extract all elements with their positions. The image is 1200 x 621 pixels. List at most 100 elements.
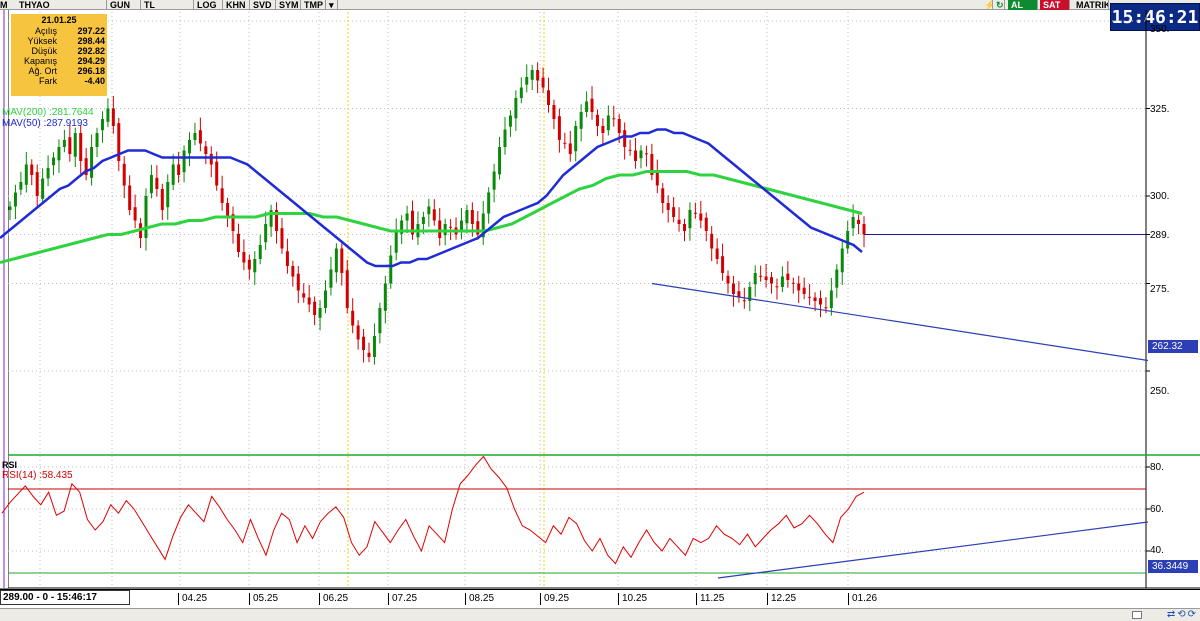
- candle-body: [857, 219, 861, 224]
- candle-body: [367, 352, 371, 357]
- candle-body: [797, 283, 801, 291]
- refresh-icon[interactable]: ↻: [993, 0, 1005, 10]
- candle-body: [726, 275, 730, 284]
- scroll-button[interactable]: [1132, 611, 1142, 619]
- candle-body: [378, 308, 382, 334]
- candle-body: [421, 217, 425, 224]
- candle-body: [634, 150, 638, 161]
- candle-body: [595, 114, 599, 126]
- price-tick-350: 350.: [1150, 24, 1170, 35]
- candle-body: [79, 133, 83, 161]
- date-tick: 12.25: [767, 593, 796, 605]
- info-value: 294.29: [77, 56, 105, 66]
- info-value: 296.18: [77, 66, 105, 76]
- ma50-legend: MAV(50) :287.9193: [2, 118, 88, 129]
- extra-button[interactable]: MATRIKS: [1073, 0, 1109, 10]
- date-tick: 05.25: [249, 593, 278, 605]
- svd-button[interactable]: SVD: [250, 0, 276, 10]
- candle-body: [258, 245, 262, 259]
- candle-body: [818, 298, 822, 305]
- period-button[interactable]: GUN: [107, 0, 141, 10]
- candle-body: [160, 189, 164, 210]
- candle-body: [791, 282, 795, 284]
- candle-body: [68, 137, 72, 154]
- candle-body: [666, 203, 670, 210]
- currency-button[interactable]: TL: [141, 0, 194, 10]
- ma50-line: [0, 128, 863, 268]
- candle-body: [846, 231, 850, 249]
- candle-body: [862, 224, 866, 235]
- candle-body: [264, 224, 268, 243]
- candle-body: [519, 87, 523, 98]
- candle-body: [557, 116, 561, 140]
- candle-body: [699, 213, 703, 221]
- candle-body: [100, 119, 104, 131]
- candle-body: [672, 207, 676, 217]
- candle-body: [204, 146, 208, 154]
- candle-body: [275, 210, 279, 231]
- candle-body: [296, 273, 300, 291]
- log-button[interactable]: LOG: [194, 0, 223, 10]
- bolt-icon[interactable]: ⚡: [981, 0, 993, 10]
- candle-body: [650, 154, 654, 175]
- candle-body: [226, 203, 230, 217]
- chevron-down-icon[interactable]: ▾: [326, 0, 338, 10]
- candle-body: [644, 153, 648, 155]
- candle-body: [285, 251, 289, 266]
- candle-body: [742, 300, 746, 302]
- rsi-pane-title: RSI: [2, 460, 18, 470]
- candle-body: [601, 126, 605, 133]
- candle-body: [220, 188, 224, 203]
- candle-body: [95, 133, 99, 147]
- candle-body: [280, 228, 284, 249]
- candle-body: [552, 105, 556, 119]
- symbol-field[interactable]: THYAO: [16, 0, 107, 10]
- candle-body: [253, 259, 257, 273]
- info-row: Düşük 292.82: [13, 46, 105, 56]
- candle-body: [307, 297, 311, 305]
- buy-button[interactable]: AL: [1008, 0, 1038, 10]
- tmp-button[interactable]: TMP: [301, 0, 326, 10]
- sym-button[interactable]: SYM: [276, 0, 301, 10]
- candle-body: [465, 210, 469, 224]
- candle-body: [291, 266, 295, 277]
- candle-body: [737, 291, 741, 298]
- candle-body: [318, 308, 322, 318]
- candle-body: [835, 269, 839, 288]
- top-toolbar: M THYAO GUN TL LOG KHN SVD SYM TMP ▾ ⚡ ↻…: [0, 0, 1200, 10]
- candle-body: [171, 164, 175, 185]
- candle-body: [144, 196, 148, 238]
- sell-button[interactable]: SAT: [1040, 0, 1070, 10]
- candle-body: [52, 157, 56, 166]
- candle-body: [568, 143, 572, 154]
- khn-button[interactable]: KHN: [223, 0, 250, 10]
- candle-body: [547, 90, 551, 105]
- candle-body: [323, 290, 327, 308]
- candle-body: [57, 147, 61, 161]
- candle-body: [149, 175, 153, 194]
- candle-body: [541, 77, 545, 88]
- candle-body: [470, 210, 474, 224]
- candle-body: [481, 213, 485, 238]
- app-logo[interactable]: M: [0, 0, 8, 10]
- candle-body: [617, 119, 621, 133]
- candle-body: [84, 158, 88, 175]
- candle-body: [639, 150, 643, 159]
- candle-body: [525, 77, 529, 85]
- candle-body: [182, 150, 186, 173]
- clock: 15:46:21: [1110, 3, 1200, 31]
- candle-body: [362, 336, 366, 350]
- candle-body: [530, 70, 534, 80]
- candle-body: [770, 277, 774, 284]
- candle-body: [476, 221, 480, 235]
- candle-body: [400, 220, 404, 234]
- nav-arrows-icon[interactable]: ⇄⟲⟳: [1166, 609, 1198, 620]
- candle-body: [236, 233, 240, 252]
- info-value: 297.22: [77, 26, 105, 36]
- candle-body: [177, 164, 181, 175]
- candle-body: [731, 283, 735, 294]
- candle-body: [166, 182, 170, 208]
- candle-body: [356, 325, 360, 340]
- candle-body: [590, 98, 594, 112]
